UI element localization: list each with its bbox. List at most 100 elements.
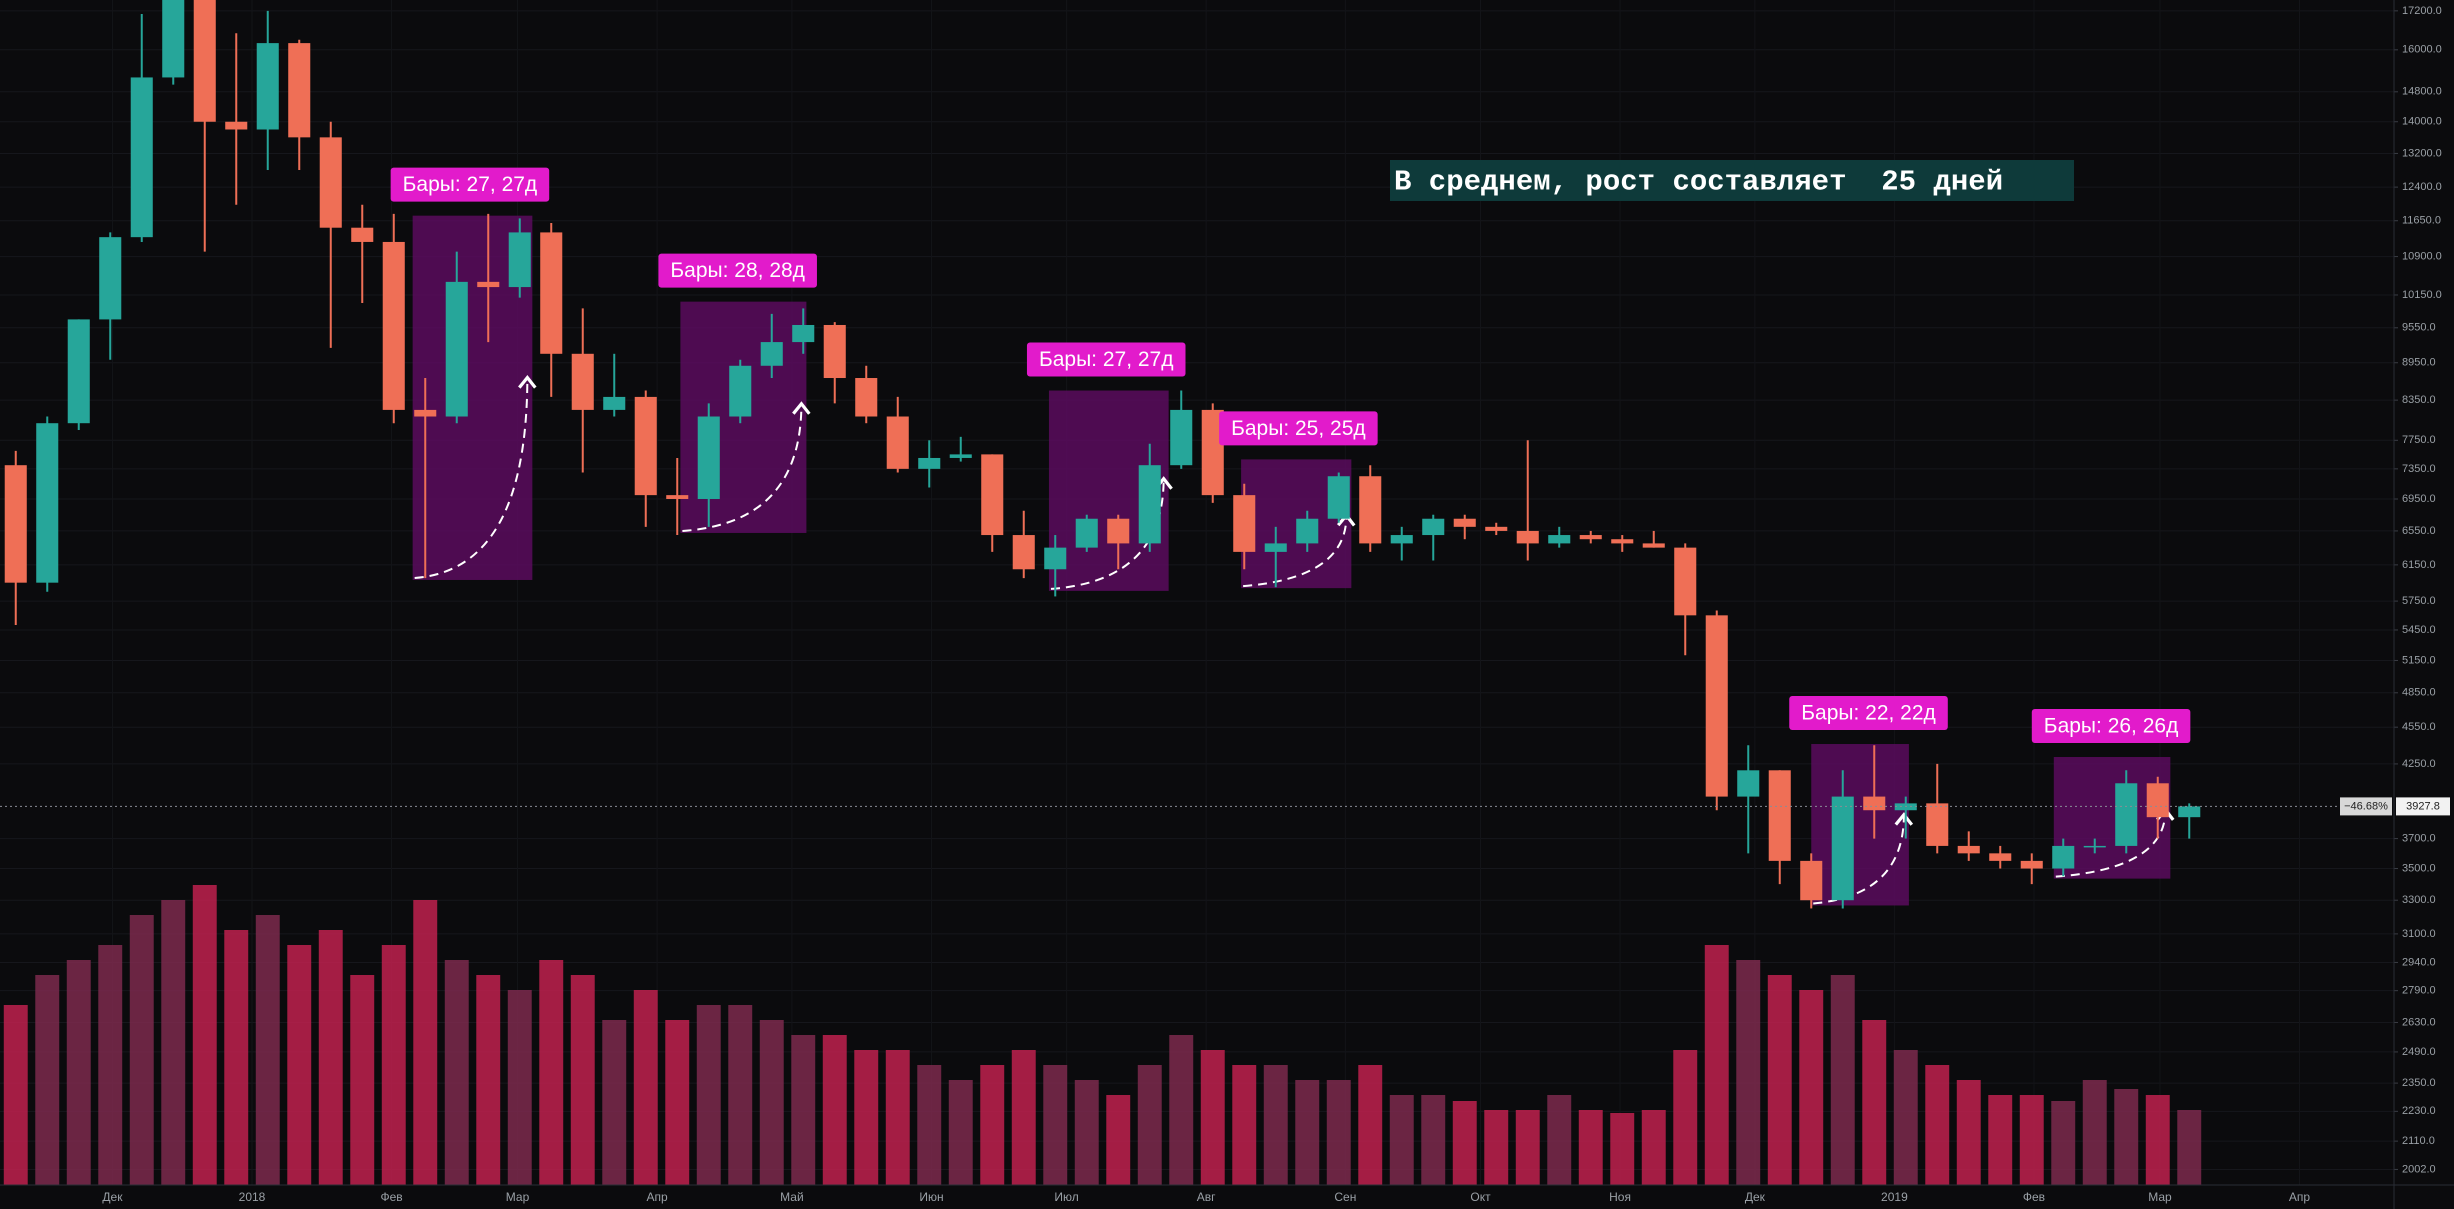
price-box [2396, 797, 2450, 816]
range-box [1811, 744, 1909, 906]
candle-body [1989, 853, 2012, 861]
y-tick-label: 7750.0 [2402, 434, 2436, 446]
candle-body [1548, 535, 1571, 544]
volume-bar [507, 990, 532, 1185]
x-tick-label: Дек [102, 1190, 123, 1204]
volume-bar [696, 1005, 721, 1185]
volume-bar [1421, 1095, 1446, 1185]
volume-bar [1988, 1095, 2013, 1185]
y-tick-label: 4250.0 [2402, 758, 2436, 770]
candle-body [1138, 465, 1161, 544]
candle-body [1453, 518, 1476, 527]
annotation-label-box [1219, 411, 1378, 446]
volume-bar [1200, 1050, 1225, 1185]
y-tick-label: 4550.0 [2402, 721, 2436, 733]
candle-body [1075, 518, 1098, 548]
volume-bar [350, 975, 375, 1185]
volume-bar [1925, 1065, 1950, 1185]
y-tick-label: 2630.0 [2402, 1016, 2436, 1028]
volume-bar [728, 1005, 753, 1185]
y-tick-label: 14800.0 [2402, 86, 2442, 98]
candle-body [1863, 796, 1886, 811]
volume-bar [759, 1020, 784, 1185]
candle-body [1264, 543, 1287, 552]
x-tick-label: Фев [380, 1190, 402, 1204]
candle-body [225, 121, 248, 130]
candle-body [36, 423, 59, 583]
y-tick-label: 5150.0 [2402, 654, 2436, 666]
candle-body [1674, 547, 1697, 616]
annotation-label-box [390, 167, 550, 202]
candle-body [414, 409, 437, 417]
annotation-label-box [2031, 709, 2191, 744]
candle-body [1485, 526, 1508, 531]
candle-body [1611, 539, 1634, 544]
y-tick-label: 6950.0 [2402, 493, 2436, 505]
y-tick-label: 2230.0 [2402, 1105, 2436, 1117]
x-tick-label: Июл [1054, 1190, 1078, 1204]
volume-bar [822, 1035, 847, 1185]
candle-body [1516, 530, 1539, 544]
y-tick-label: 2940.0 [2402, 956, 2436, 968]
candle-body [949, 454, 972, 458]
annotation-label: Бары: 27, 27д [1039, 348, 1174, 371]
candle-body [1296, 518, 1319, 544]
candle-body [981, 454, 1004, 536]
x-tick-label: Сен [1334, 1190, 1356, 1204]
annotation-label-box [658, 253, 817, 288]
candle-body [1800, 860, 1823, 901]
volume-bar [161, 900, 186, 1185]
volume-layer [3, 885, 2202, 1185]
volume-bar [476, 975, 501, 1185]
volume-bar [1358, 1065, 1383, 1185]
candle-body [445, 281, 468, 417]
volume-bar [1106, 1095, 1131, 1185]
volume-bar [1578, 1110, 1603, 1185]
growth-arrow [1813, 812, 1914, 905]
annotation-label: Бары: 26, 26д [2044, 715, 2179, 738]
volume-bar [1011, 1050, 1036, 1185]
overlay: Бары: 27, 27д Бары: 28, 28д Бары: 27, 27д Б… [0, 160, 2450, 816]
candle-body [351, 227, 374, 242]
x-tick-label: Ноя [1609, 1190, 1631, 1204]
y-tick-label: 14000.0 [2402, 116, 2442, 128]
volume-bar [1452, 1101, 1477, 1185]
y-tick-label: 3100.0 [2402, 928, 2436, 940]
candle-body [2178, 806, 2201, 818]
volume-bar [948, 1080, 973, 1185]
note: В среднем, рост составляет 25 дней [1394, 166, 2003, 199]
volume-bar [539, 960, 564, 1185]
volume-bar [2082, 1080, 2107, 1185]
candle-body [1327, 476, 1350, 519]
volume-bar [2051, 1101, 2076, 1185]
y-tick-label: 10150.0 [2402, 289, 2442, 301]
y-tick-label: 3500.0 [2402, 862, 2436, 874]
x-tick-label: Дек [1745, 1190, 1766, 1204]
candle-body [1233, 495, 1256, 552]
volume-bar [3, 1005, 28, 1185]
volume-bar [1074, 1080, 1099, 1185]
volume-bar [1799, 990, 1824, 1185]
volume-bar [1767, 975, 1792, 1185]
candle-body [162, 0, 185, 78]
volume-bar [129, 915, 154, 1185]
candle-body [540, 232, 563, 354]
volume-bar [1893, 1050, 1918, 1185]
volume-bar [1263, 1065, 1288, 1185]
candle-body [792, 324, 815, 343]
candle-body [1107, 518, 1130, 544]
volume-bar [570, 975, 595, 1185]
candle-body [1422, 518, 1445, 536]
volume-bar [381, 945, 406, 1185]
candle-body [193, 0, 216, 122]
volume-bar [1704, 945, 1729, 1185]
candle-body [67, 319, 90, 424]
volume-bar [1326, 1080, 1351, 1185]
candle-body [1170, 409, 1193, 466]
x-tick-label: Апр [646, 1190, 668, 1204]
volume-bar [1515, 1110, 1540, 1185]
y-tick-label: 3700.0 [2402, 832, 2436, 844]
volume-bar [1673, 1050, 1698, 1185]
change-box [2340, 797, 2392, 816]
